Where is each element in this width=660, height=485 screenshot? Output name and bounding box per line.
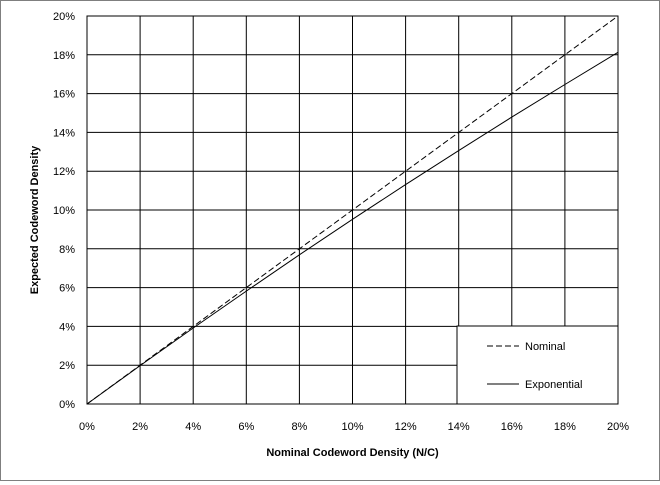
series-line-nominal [86,15,619,405]
tick-labels: 0% 2% 4% 6% 8% 10% 12% 14% 16% 18% 20% 0% 2% 4% 6% 8% 10… [53,11,629,433]
x-tick-label: 18% [554,421,576,433]
y-tick-label: 16% [53,89,75,101]
x-tick-label: 6% [238,421,254,433]
legend-label-nominal: Nominal [525,341,565,353]
x-tick-label: 10% [341,421,363,433]
legend-label-exponential: Exponential [525,379,583,391]
y-tick-label: 10% [53,205,75,217]
x-tick-label: 12% [395,421,417,433]
y-tick-label: 2% [59,360,75,372]
y-tick-label: 14% [53,127,75,139]
x-tick-label: 0% [79,421,95,433]
legend-box [456,325,619,405]
y-tick-label: 12% [53,166,75,178]
y-tick-label: 0% [59,399,75,411]
y-axis-title: Expected Codeword Density [29,145,41,294]
x-tick-label: 16% [501,421,523,433]
y-tick-label: 6% [59,283,75,295]
x-tick-label: 2% [132,421,148,433]
legend: Nominal Exponential [456,325,619,405]
y-tick-label: 8% [59,244,75,256]
x-tick-label: 8% [291,421,307,433]
y-tick-label: 4% [59,321,75,333]
x-tick-label: 4% [185,421,201,433]
y-tick-label: 20% [53,11,75,23]
y-tick-label: 18% [53,50,75,62]
x-axis-title: Nominal Codeword Density (N/C) [266,447,439,459]
series-lines [86,15,619,405]
plot-area-border [86,15,619,405]
x-tick-label: 14% [448,421,470,433]
series-line-exponential [86,51,619,405]
x-tick-label: 20% [607,421,629,433]
